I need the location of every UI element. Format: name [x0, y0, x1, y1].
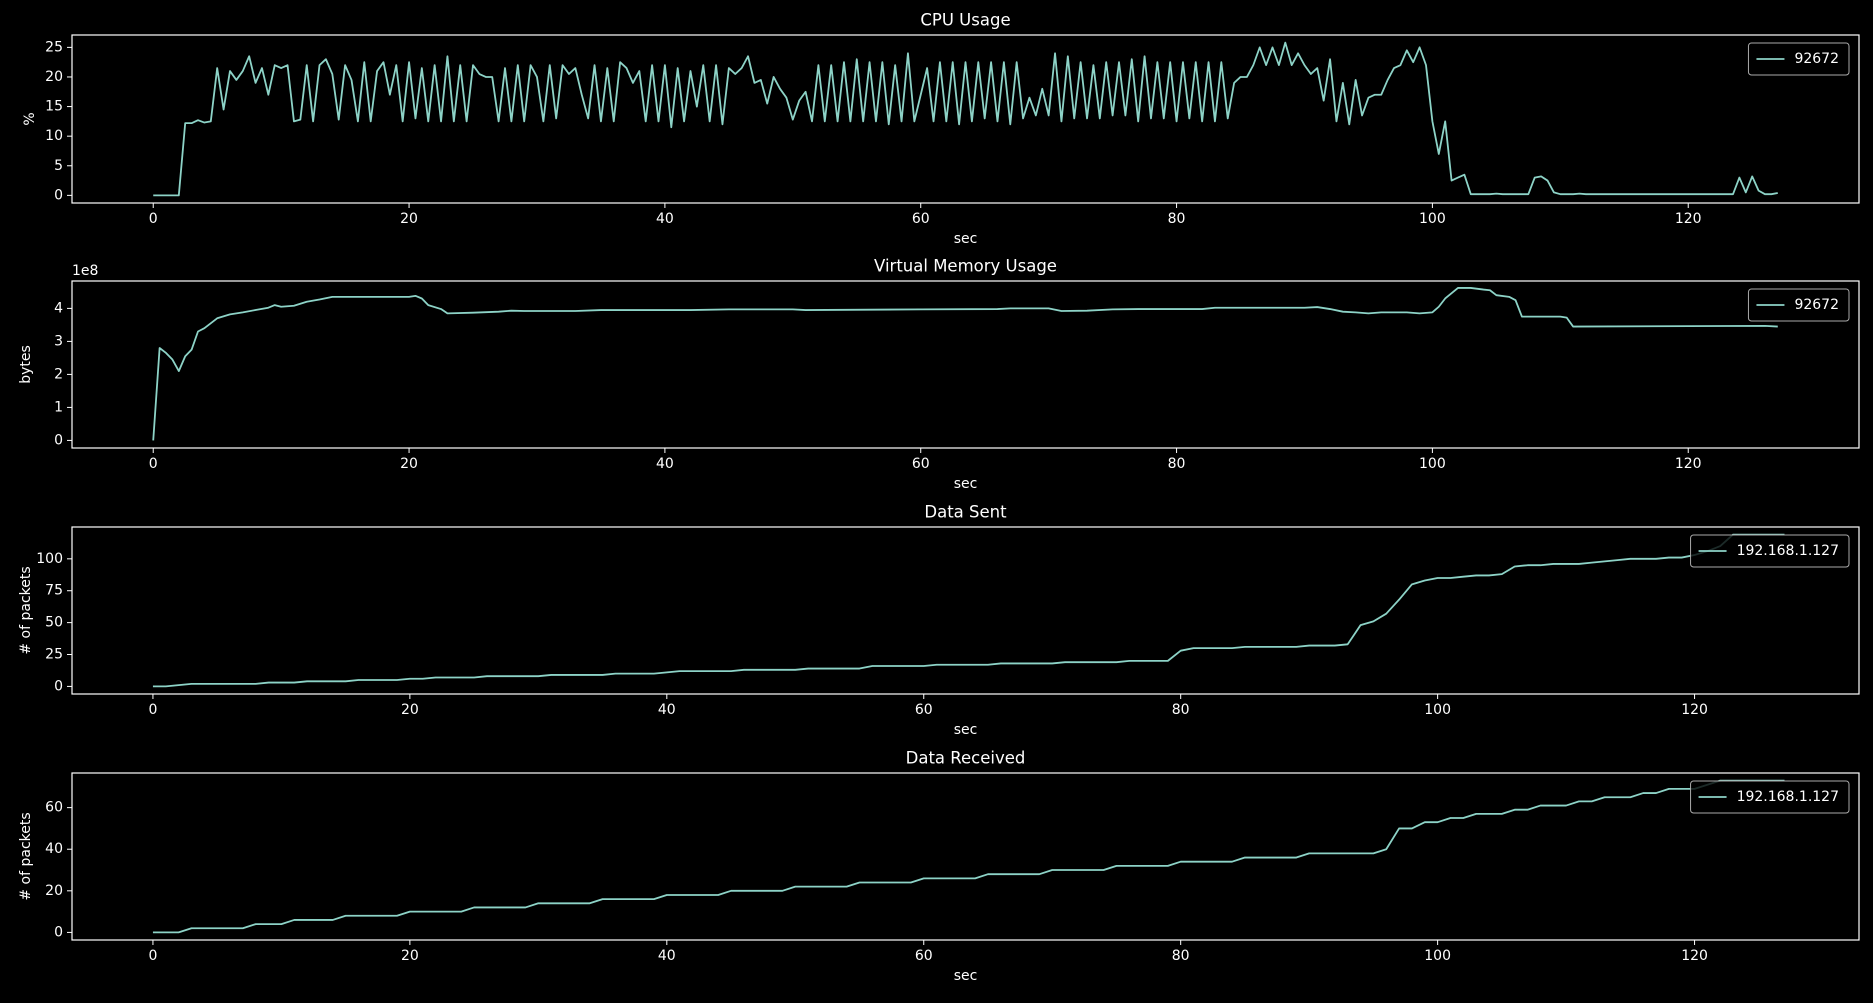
x-tick-label: 60: [912, 211, 930, 227]
axes-frame: [71, 526, 1860, 695]
x-tick-label: 120: [1681, 948, 1708, 964]
legend-label: 92672: [1794, 297, 1839, 313]
y-tick-label: 40: [45, 841, 63, 857]
x-axis-label: sec: [954, 231, 978, 247]
x-axis-label: sec: [954, 476, 978, 492]
legend-box: [1747, 288, 1850, 322]
y-tick-label: 25: [45, 647, 63, 663]
x-tick-label: 80: [1172, 702, 1190, 718]
plot-area: [152, 287, 1778, 441]
axes-frame: [71, 34, 1860, 204]
y-tick-label: 20: [45, 883, 63, 899]
x-tick-label: 100: [1419, 211, 1446, 227]
x-tick-label: 40: [658, 702, 676, 718]
y-tick-label: 10: [45, 128, 63, 144]
data-line: [152, 779, 1785, 934]
y-tick-label: 4: [54, 300, 63, 316]
chart-title: Data Received: [906, 749, 1026, 768]
chart-title: CPU Usage: [920, 11, 1010, 30]
data-line: [152, 533, 1785, 688]
x-tick-label: 60: [915, 948, 933, 964]
x-axis-label: sec: [954, 722, 978, 738]
x-tick-label: 0: [148, 948, 157, 964]
x-tick-label: 80: [1172, 948, 1190, 964]
y-axis-label: # of packets: [18, 566, 34, 654]
plot-area: [152, 533, 1785, 688]
y-tick-label: 15: [45, 99, 63, 115]
plot-area: [153, 41, 1778, 197]
plot-area: [152, 779, 1785, 934]
x-tick-label: 60: [915, 702, 933, 718]
y-axis-label: # of packets: [18, 812, 34, 900]
y-tick-label: 50: [45, 615, 63, 631]
y-offset-label: 1e8: [72, 263, 98, 279]
x-tick-label: 60: [912, 456, 930, 472]
x-tick-label: 120: [1681, 702, 1708, 718]
y-tick-label: 0: [54, 187, 63, 203]
legend-label: 92672: [1794, 51, 1839, 67]
chart-title: Virtual Memory Usage: [874, 257, 1057, 276]
x-axis-label: sec: [954, 968, 978, 984]
y-tick-label: 75: [45, 583, 63, 599]
x-tick-label: 120: [1675, 456, 1702, 472]
x-tick-label: 40: [656, 456, 674, 472]
y-tick-label: 100: [36, 551, 63, 567]
chart-title: Data Sent: [924, 503, 1007, 522]
x-tick-label: 20: [401, 948, 419, 964]
y-axis-label: bytes: [18, 345, 34, 384]
x-tick-label: 100: [1419, 456, 1446, 472]
x-tick-label: 100: [1424, 702, 1451, 718]
y-tick-label: 1: [54, 399, 63, 415]
data-line: [153, 41, 1778, 197]
x-tick-label: 120: [1675, 211, 1702, 227]
legend-label: 192.168.1.127: [1737, 789, 1839, 805]
y-tick-label: 0: [54, 924, 63, 940]
y-tick-label: 2: [54, 366, 63, 382]
x-tick-label: 100: [1424, 948, 1451, 964]
data-line: [152, 287, 1778, 441]
x-tick-label: 40: [658, 948, 676, 964]
axes-frame: [71, 280, 1860, 449]
y-tick-label: 60: [45, 800, 63, 816]
x-tick-label: 0: [148, 702, 157, 718]
legend-box: [1690, 780, 1850, 814]
y-tick-label: 3: [54, 333, 63, 349]
x-tick-label: 0: [149, 456, 158, 472]
y-tick-label: 25: [45, 39, 63, 55]
x-tick-label: 80: [1168, 211, 1186, 227]
x-tick-label: 80: [1168, 456, 1186, 472]
legend-box: [1747, 42, 1850, 76]
y-tick-label: 0: [54, 432, 63, 448]
legend-label: 192.168.1.127: [1737, 543, 1839, 559]
x-tick-label: 20: [400, 456, 418, 472]
x-tick-label: 0: [149, 211, 158, 227]
y-tick-label: 0: [54, 678, 63, 694]
x-tick-label: 20: [401, 702, 419, 718]
legend-box: [1690, 534, 1850, 568]
axes-frame: [71, 772, 1860, 941]
x-tick-label: 20: [400, 211, 418, 227]
y-tick-label: 20: [45, 69, 63, 85]
x-tick-label: 40: [656, 211, 674, 227]
y-tick-label: 5: [54, 158, 63, 174]
y-axis-label: %: [22, 112, 38, 125]
